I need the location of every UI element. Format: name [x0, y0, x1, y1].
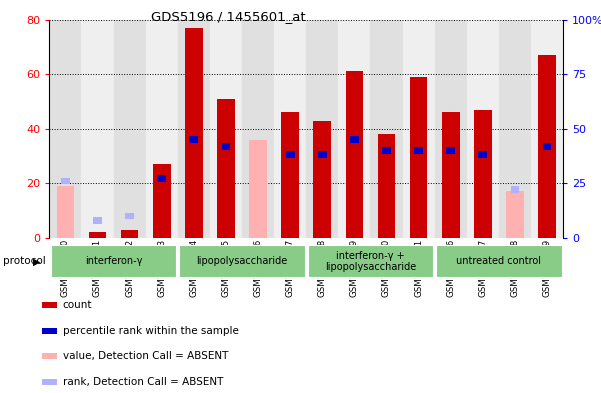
Text: protocol: protocol: [3, 256, 46, 266]
Bar: [125, 213, 134, 219]
Bar: [56, 186, 74, 238]
Bar: [217, 99, 235, 238]
Text: lipopolysaccharide: lipopolysaccharide: [197, 256, 288, 266]
Bar: [403, 20, 435, 238]
Bar: [506, 191, 524, 238]
Bar: [242, 20, 274, 238]
FancyBboxPatch shape: [51, 245, 176, 277]
Bar: [531, 20, 563, 238]
Bar: [81, 20, 114, 238]
Bar: [474, 110, 492, 238]
Bar: [318, 151, 327, 158]
Bar: [157, 175, 166, 182]
Bar: [114, 20, 145, 238]
Text: interferon-γ: interferon-γ: [85, 256, 142, 266]
Bar: [249, 140, 267, 238]
FancyBboxPatch shape: [179, 245, 305, 277]
Bar: [410, 77, 427, 238]
Text: GDS5196 / 1455601_at: GDS5196 / 1455601_at: [151, 10, 306, 23]
Text: value, Detection Call = ABSENT: value, Detection Call = ABSENT: [63, 351, 228, 361]
Bar: [49, 20, 81, 238]
Bar: [145, 20, 178, 238]
Bar: [370, 20, 403, 238]
Bar: [61, 178, 70, 184]
Bar: [447, 147, 455, 154]
Text: rank, Detection Call = ABSENT: rank, Detection Call = ABSENT: [63, 376, 223, 387]
Text: untreated control: untreated control: [456, 256, 542, 266]
Bar: [338, 20, 370, 238]
Bar: [499, 20, 531, 238]
Bar: [41, 328, 57, 334]
Bar: [281, 112, 299, 238]
Bar: [189, 136, 198, 143]
Bar: [210, 20, 242, 238]
Bar: [178, 20, 210, 238]
Bar: [121, 230, 138, 238]
Bar: [346, 72, 363, 238]
Text: percentile rank within the sample: percentile rank within the sample: [63, 326, 239, 336]
Bar: [41, 379, 57, 384]
Text: interferon-γ +
lipopolysaccharide: interferon-γ + lipopolysaccharide: [325, 251, 416, 272]
Bar: [153, 164, 171, 238]
Bar: [185, 28, 203, 238]
Bar: [382, 147, 391, 154]
Bar: [478, 151, 487, 158]
Bar: [121, 230, 138, 238]
Bar: [442, 112, 460, 238]
FancyBboxPatch shape: [436, 245, 561, 277]
Bar: [222, 143, 230, 150]
Bar: [510, 186, 519, 193]
Text: ▶: ▶: [34, 256, 41, 266]
Bar: [543, 143, 552, 150]
Bar: [93, 217, 102, 224]
Bar: [435, 20, 467, 238]
Bar: [377, 134, 395, 238]
Bar: [314, 121, 331, 238]
Bar: [41, 353, 57, 359]
Bar: [88, 232, 106, 238]
Text: count: count: [63, 300, 92, 310]
FancyBboxPatch shape: [308, 245, 433, 277]
Bar: [350, 136, 359, 143]
Bar: [414, 147, 423, 154]
Bar: [538, 55, 556, 238]
Bar: [274, 20, 306, 238]
Bar: [41, 302, 57, 308]
Bar: [306, 20, 338, 238]
Bar: [285, 151, 294, 158]
Bar: [467, 20, 499, 238]
